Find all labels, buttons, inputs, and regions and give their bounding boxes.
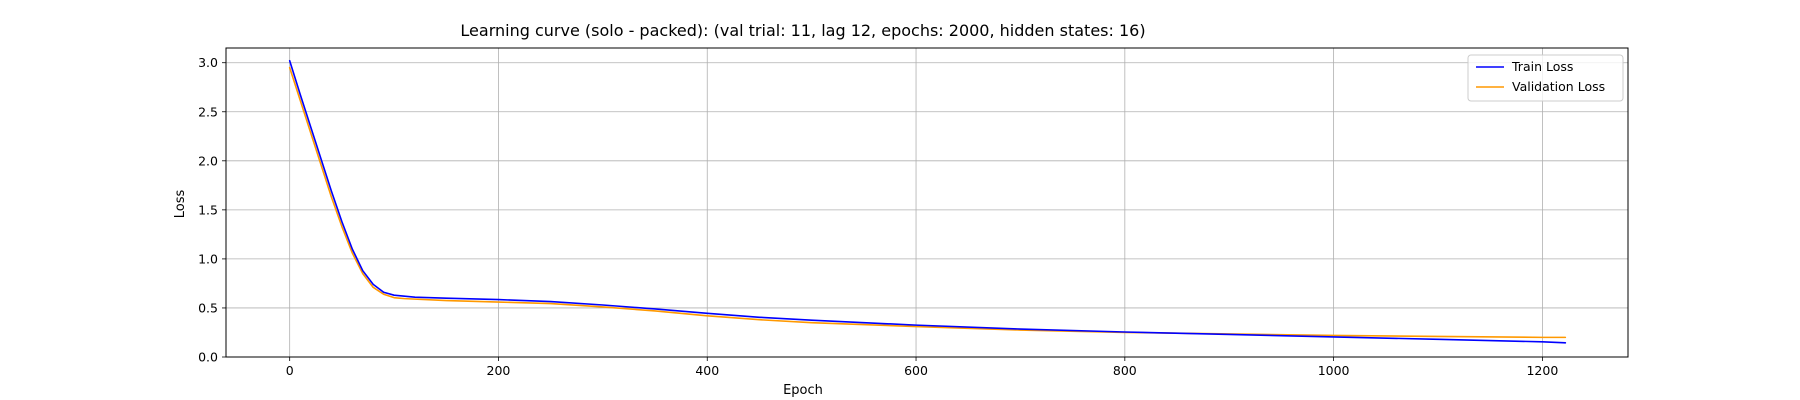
y-tick-label: 0.0: [198, 350, 218, 365]
x-tick-label: 200: [487, 363, 511, 378]
x-axis-label: Epoch: [783, 383, 823, 398]
x-tick-label: 0: [286, 363, 294, 378]
y-tick-label: 2.5: [198, 104, 218, 119]
y-axis-label: Loss: [173, 190, 188, 219]
legend-box: [1467, 54, 1624, 102]
series-line-train-loss: [288, 59, 1567, 344]
legend-label-train-loss: Train Loss: [1511, 59, 1573, 74]
plot-area-frame: [225, 47, 1629, 358]
y-tick-label: 0.5: [198, 300, 218, 315]
y-axis-ticks: 0.0 0.5 1.0 1.5 2.0 2.5 3.0: [198, 55, 226, 365]
x-tick-label: 1200: [1526, 363, 1558, 378]
x-tick-label: 800: [1113, 363, 1137, 378]
legend-label-validation-loss: Validation Loss: [1512, 79, 1605, 94]
y-tick-label: 3.0: [198, 55, 218, 70]
y-tick-label: 1.5: [198, 202, 218, 217]
y-tick-label: 1.0: [198, 251, 218, 266]
x-tick-label: 400: [695, 363, 719, 378]
y-tick-label: 2.0: [198, 153, 218, 168]
x-tick-label: 600: [904, 363, 928, 378]
legend: Train Loss Validation Loss: [1467, 54, 1624, 102]
x-axis-ticks: 0 200 400 600 800 1000 1200: [286, 357, 1558, 378]
chart-title: Learning curve (solo - packed): (val tri…: [460, 21, 1145, 40]
series-lines: [288, 59, 1567, 344]
x-tick-label: 1000: [1318, 363, 1350, 378]
